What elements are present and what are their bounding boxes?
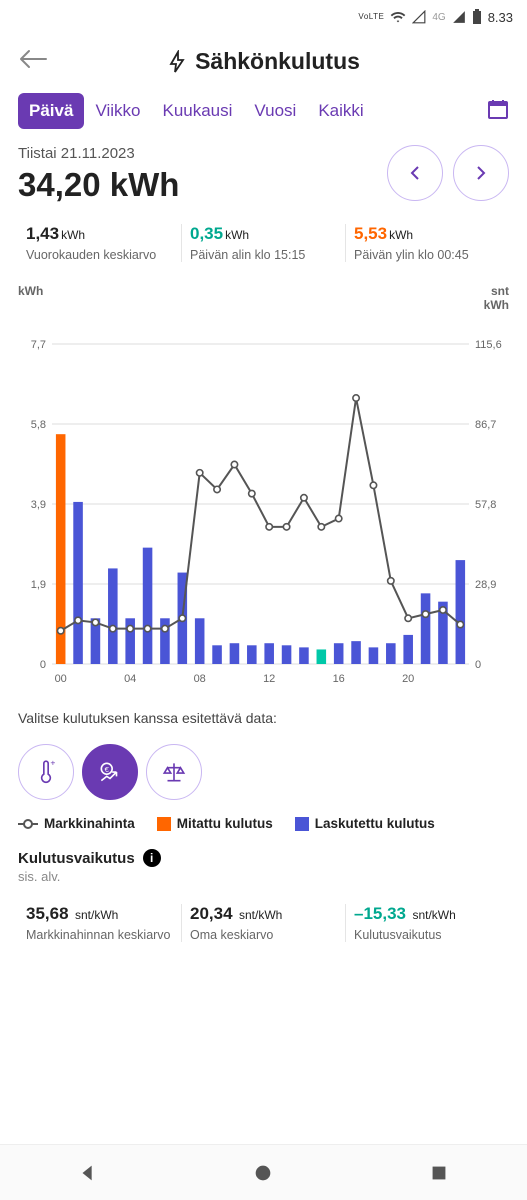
stat-avg-val: 1,43 xyxy=(26,224,59,243)
date-label: Tiistai 21.11.2023 xyxy=(18,145,387,162)
svg-text:57,8: 57,8 xyxy=(475,499,496,511)
svg-text:3,9: 3,9 xyxy=(31,499,46,511)
bolt-icon xyxy=(167,50,187,74)
stat-max: 5,53kWh Päivän ylin klo 00:45 xyxy=(345,224,509,262)
next-day-button[interactable] xyxy=(453,145,509,201)
signal-icon xyxy=(412,10,426,24)
legend-measured: Mitattu kulutus xyxy=(157,816,273,831)
period-tabs: Päivä Viikko Kuukausi Vuosi Kaikki xyxy=(0,85,527,135)
system-navbar xyxy=(0,1144,527,1200)
option-compare[interactable] xyxy=(146,744,202,800)
nav-back-icon[interactable] xyxy=(77,1162,99,1184)
chevron-left-icon xyxy=(406,164,424,182)
line-marker-icon xyxy=(18,817,38,831)
tab-year[interactable]: Vuosi xyxy=(243,93,307,129)
stat-min: 0,35kWh Päivän alin klo 15:15 xyxy=(181,224,345,262)
y-right-label: snt kWh xyxy=(484,284,509,312)
thermometer-icon: + xyxy=(33,759,59,785)
consumption-chart: 7,7115,65,886,73,957,81,928,900000408121… xyxy=(18,314,509,694)
calendar-icon xyxy=(487,98,509,120)
svg-text:08: 08 xyxy=(194,673,206,685)
vat-label: sis. alv. xyxy=(0,869,527,894)
battery-icon xyxy=(472,9,482,25)
total-consumption: 34,20 kWh xyxy=(18,166,387,204)
y-left-label: kWh xyxy=(18,284,43,312)
stat-max-val: 5,53 xyxy=(354,224,387,243)
svg-text:0: 0 xyxy=(40,659,46,671)
svg-text:€: € xyxy=(105,765,110,774)
signal2-icon xyxy=(452,10,466,24)
svg-text:28,9: 28,9 xyxy=(475,579,496,591)
prev-day-button[interactable] xyxy=(387,145,443,201)
chevron-right-icon xyxy=(472,164,490,182)
bstat-market: 35,68 snt/kWh Markkinahinnan keskiarvo xyxy=(18,904,181,942)
svg-text:00: 00 xyxy=(55,673,67,685)
impact-title: Kulutusvaikutus xyxy=(18,850,135,867)
stat-average: 1,43kWh Vuorokauden keskiarvo xyxy=(18,224,181,262)
svg-text:5,8: 5,8 xyxy=(31,419,46,431)
net-label: 4G xyxy=(432,12,445,23)
svg-text:20: 20 xyxy=(402,673,414,685)
data-select-label: Valitse kulutuksen kanssa esitettävä dat… xyxy=(0,694,527,734)
svg-text:115,6: 115,6 xyxy=(475,339,502,351)
svg-text:7,7: 7,7 xyxy=(31,339,46,351)
svg-text:12: 12 xyxy=(263,673,275,685)
option-price[interactable]: € xyxy=(82,744,138,800)
volte-label: VoLTE xyxy=(358,13,384,21)
stat-min-val: 0,35 xyxy=(190,224,223,243)
bstat-impact: –15,33 snt/kWh Kulutusvaikutus xyxy=(345,904,509,942)
svg-text:16: 16 xyxy=(333,673,345,685)
status-time: 8.33 xyxy=(488,10,513,25)
legend-billed: Laskutettu kulutus xyxy=(295,816,435,831)
nav-home-icon[interactable] xyxy=(252,1162,274,1184)
legend-market: Markkinahinta xyxy=(18,816,135,831)
scales-icon xyxy=(161,759,187,785)
tab-week[interactable]: Viikko xyxy=(84,93,151,129)
bstat-own: 20,34 snt/kWh Oma keskiarvo xyxy=(181,904,345,942)
info-button[interactable]: i xyxy=(143,849,161,867)
swatch-orange xyxy=(157,817,171,831)
svg-text:86,7: 86,7 xyxy=(475,419,496,431)
svg-text:+: + xyxy=(50,759,55,768)
svg-text:04: 04 xyxy=(124,673,136,685)
nav-recent-icon[interactable] xyxy=(428,1162,450,1184)
calendar-button[interactable] xyxy=(487,98,509,125)
tab-month[interactable]: Kuukausi xyxy=(151,93,243,129)
tab-all[interactable]: Kaikki xyxy=(307,93,374,129)
option-temperature[interactable]: + xyxy=(18,744,74,800)
wifi-icon xyxy=(390,9,406,25)
swatch-blue xyxy=(295,817,309,831)
status-bar: VoLTE 4G 8.33 xyxy=(0,0,527,34)
svg-text:0: 0 xyxy=(475,659,481,671)
page-title: Sähkönkulutus xyxy=(195,48,360,75)
tab-day[interactable]: Päivä xyxy=(18,93,84,129)
price-trend-icon: € xyxy=(97,759,123,785)
svg-text:1,9: 1,9 xyxy=(31,579,46,591)
